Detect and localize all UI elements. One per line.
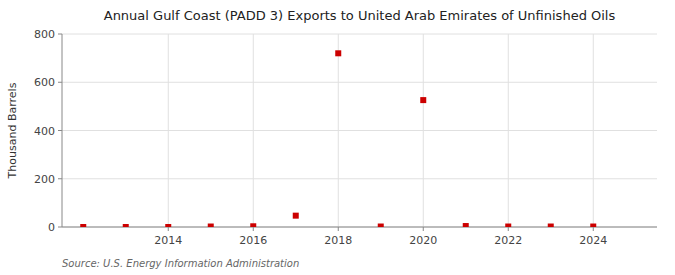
y-tick-label: 0 xyxy=(48,221,55,234)
chart: Annual Gulf Coast (PADD 3) Exports to Un… xyxy=(0,0,675,275)
x-grid-line xyxy=(168,34,169,227)
y-tick-label: 600 xyxy=(34,76,55,89)
x-axis-line xyxy=(62,227,657,228)
point xyxy=(123,224,129,227)
point xyxy=(590,224,596,227)
y-grid-line xyxy=(62,130,657,131)
x-tick xyxy=(423,227,424,231)
point xyxy=(250,223,256,227)
point xyxy=(548,224,554,227)
y-grid-line xyxy=(62,34,657,35)
x-tick-label: 2020 xyxy=(409,234,437,247)
point xyxy=(208,224,214,227)
title: Annual Gulf Coast (PADD 3) Exports to Un… xyxy=(104,8,616,23)
x-tick xyxy=(253,227,254,231)
x-tick-label: 2016 xyxy=(239,234,267,247)
x-tick-label: 2018 xyxy=(324,234,352,247)
x-tick-label: 2014 xyxy=(154,234,182,247)
y-grid-line xyxy=(62,227,657,228)
point xyxy=(335,50,341,56)
point xyxy=(165,224,171,227)
x-grid-line xyxy=(253,34,254,227)
x-tick xyxy=(338,227,339,231)
points xyxy=(80,50,596,227)
point xyxy=(378,224,384,227)
y-grid-line xyxy=(62,178,657,179)
y-tick-label: 200 xyxy=(34,173,55,186)
y-tick xyxy=(58,82,62,83)
y-axis-line xyxy=(62,34,63,227)
y-tick xyxy=(58,227,62,228)
x-tick xyxy=(508,227,509,231)
x-tick xyxy=(593,227,594,231)
point xyxy=(293,213,299,219)
y-tick xyxy=(58,130,62,131)
point xyxy=(80,224,86,227)
x-grid-line xyxy=(508,34,509,227)
x-grid-line xyxy=(593,34,594,227)
point xyxy=(463,223,469,227)
point xyxy=(505,224,511,227)
x-tick xyxy=(168,227,169,231)
y-tick xyxy=(58,34,62,35)
x-grid-line xyxy=(338,34,339,227)
axes: 0 200 400 600 800 2014 2016 2018 2020 2022 2024 xyxy=(34,28,657,247)
y-tick-label: 400 xyxy=(34,125,55,138)
x-tick-label: 2022 xyxy=(494,234,522,247)
source-note: Source: U.S. Energy Information Administ… xyxy=(62,258,299,269)
y-tick-label: 800 xyxy=(34,28,55,41)
y-tick xyxy=(58,178,62,179)
x-tick-label: 2024 xyxy=(579,234,607,247)
point xyxy=(420,97,426,103)
grid xyxy=(62,34,657,227)
x-grid-line xyxy=(423,34,424,227)
y-grid-line xyxy=(62,82,657,83)
y-axis-label: Thousand Barrels xyxy=(6,82,19,179)
